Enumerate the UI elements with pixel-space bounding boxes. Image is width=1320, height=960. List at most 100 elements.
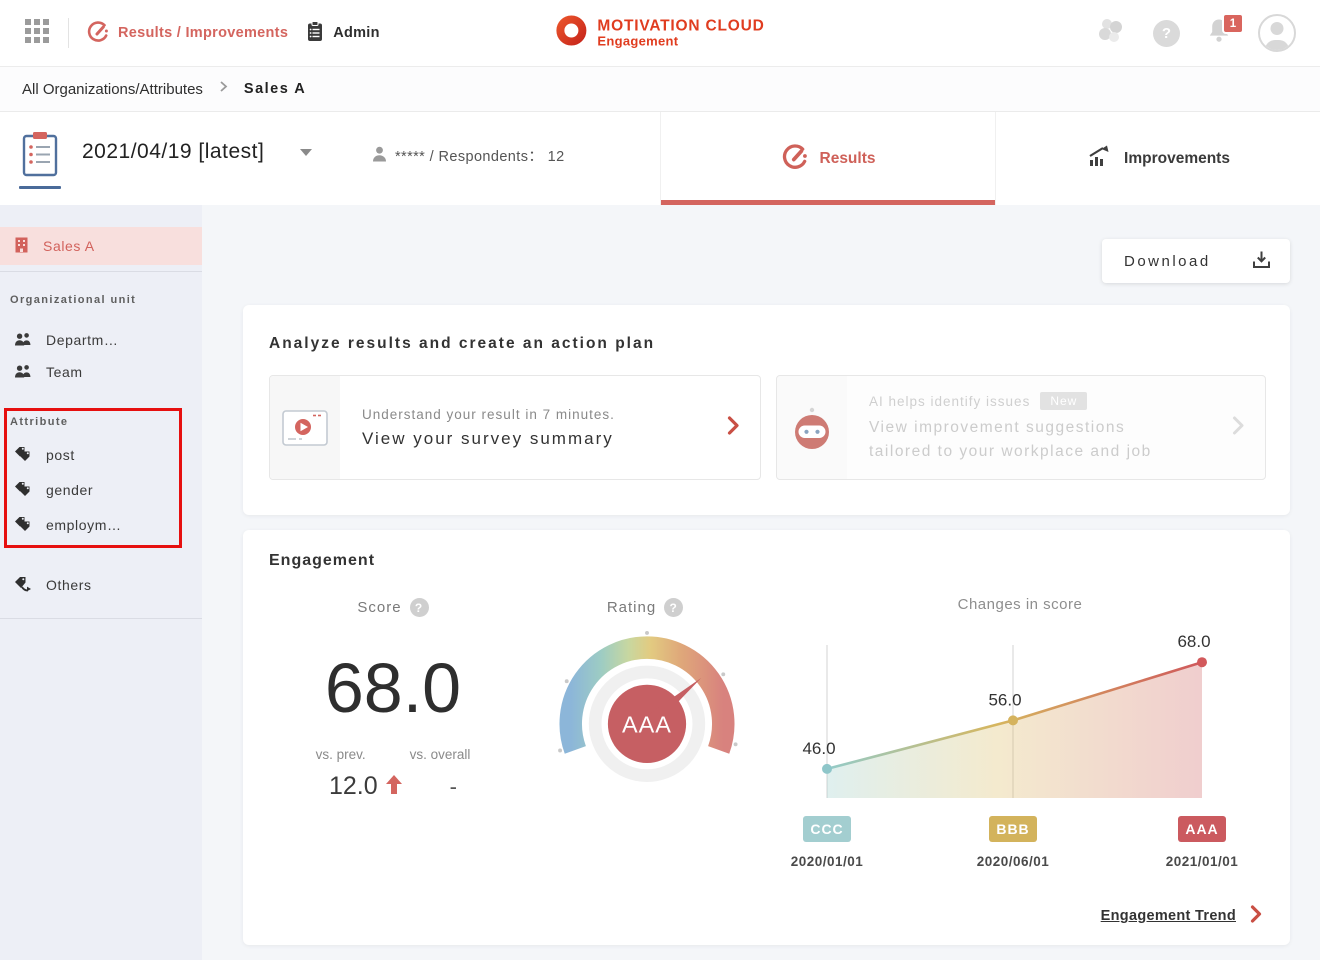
avatar-body <box>1265 40 1289 50</box>
brand-subtitle: Engagement <box>597 33 679 49</box>
building-icon <box>14 237 29 256</box>
chevron-down-icon <box>300 148 313 156</box>
chevron-right-icon <box>219 80 228 98</box>
respondents-info: ***** / Respondents： 12 <box>372 145 565 166</box>
people-icon <box>14 332 32 349</box>
tab-improvements[interactable]: Improvements <box>995 112 1320 205</box>
sidebar-divider <box>0 271 202 272</box>
sidebar-item-gender[interactable]: gender <box>0 473 202 507</box>
org-unit-section-label: Organizational unit <box>10 294 137 306</box>
integrations-cluster-icon[interactable] <box>1095 15 1127 52</box>
attribute-section-label: Attribute <box>10 416 69 428</box>
new-badge: New <box>1040 392 1088 411</box>
changes-in-score-chart: Changes in score 46.0 56.0 68.0 CCC 2020/01… <box>791 596 1290 894</box>
chevron-right-icon <box>1250 905 1262 927</box>
vs-overall-value: - <box>449 773 457 799</box>
rating-badge: CCC <box>803 816 851 842</box>
svg-text:68.0: 68.0 <box>1177 632 1210 651</box>
banner-title: View your survey summary <box>362 428 614 448</box>
header-divider <box>68 18 69 48</box>
breadcrumb: All Organizations/Attributes Sales A <box>0 67 1320 112</box>
sidebar-item-department[interactable]: Departm… <box>0 323 202 357</box>
brand-logo: MOTIVATION CLOUD Engagement <box>555 15 764 52</box>
survey-date-selector[interactable]: 2021/04/19 [latest] <box>82 140 313 164</box>
analyze-heading: Analyze results and create an action pla… <box>269 335 656 352</box>
survey-date-label: 2021/04/19 [latest] <box>82 140 265 163</box>
survey-clipboard-icon[interactable] <box>22 131 58 182</box>
active-tab-underline <box>661 200 996 205</box>
chart-date-label: 2021/01/01 <box>1165 854 1239 869</box>
nav-results-improvements[interactable]: Results / Improvements <box>87 20 288 46</box>
sidebar-item-sales-a[interactable]: Sales A <box>0 227 202 265</box>
chart-date-label: 2020/01/01 <box>790 854 864 869</box>
svg-text:56.0: 56.0 <box>988 690 1021 709</box>
vs-overall-label: vs. overall <box>409 747 471 762</box>
vs-prev-label: vs. prev. <box>315 747 366 762</box>
gauge-icon <box>87 20 109 46</box>
banner-title: View improvement suggestions tailored to… <box>869 419 1152 460</box>
engagement-trend-link[interactable]: Engagement Trend <box>1101 905 1262 927</box>
survey-summary-banner[interactable]: Understand your result in 7 minutes. Vie… <box>269 375 761 480</box>
notification-badge: 1 <box>1222 13 1244 34</box>
nav-admin-label: Admin <box>333 25 380 41</box>
app-header: Results / Improvements Admin <box>0 0 1320 67</box>
tab-improvements-label: Improvements <box>1124 149 1230 167</box>
apps-grid-icon[interactable] <box>24 18 50 49</box>
rating-gauge: AAA <box>558 630 738 783</box>
robot-icon <box>777 376 847 479</box>
download-button[interactable]: Download <box>1102 239 1290 283</box>
chart-title: Changes in score <box>957 596 1083 613</box>
sidebar: Sales A Organizational unit Departm… Tea <box>0 205 202 960</box>
help-icon[interactable]: ? <box>1153 19 1180 47</box>
tab-results[interactable]: Results <box>660 112 996 205</box>
chevron-right-icon <box>1232 415 1245 440</box>
people-icon <box>14 364 32 381</box>
survey-tab-indicator <box>19 186 61 189</box>
sidebar-item-label: gender <box>46 482 94 498</box>
sidebar-item-label: employm… <box>46 517 122 533</box>
download-button-label: Download <box>1124 252 1211 270</box>
breadcrumb-current: Sales A <box>243 81 307 97</box>
chart-date-label: 2020/06/01 <box>976 854 1050 869</box>
nav-results-label: Results / Improvements <box>118 25 289 41</box>
sidebar-item-label: Departm… <box>46 332 119 348</box>
engagement-trend-label: Engagement Trend <box>1100 908 1236 924</box>
notifications-bell[interactable]: 1 <box>1206 13 1244 49</box>
avatar-head <box>1270 22 1284 35</box>
banner-subtitle: AI helps identify issues <box>869 393 1031 409</box>
chevron-right-icon <box>727 415 740 440</box>
sidebar-item-team[interactable]: Team <box>0 355 202 389</box>
download-icon <box>1251 249 1272 274</box>
tag-arrow-icon <box>14 576 32 595</box>
nav-admin[interactable]: Admin <box>306 20 380 46</box>
rating-label: Rating <box>606 599 657 616</box>
rating-badge: BBB <box>989 816 1037 842</box>
banner-subtitle: Understand your result in 7 minutes. <box>362 406 615 422</box>
rating-value: AAA <box>622 712 672 738</box>
score-help-icon[interactable]: ? <box>409 598 429 617</box>
brand-title: MOTIVATION CLOUD <box>597 17 765 34</box>
trend-chart-icon <box>1086 144 1112 173</box>
respondents-label: ***** / Respondents： 12 <box>395 149 565 165</box>
score-value: 68.0 <box>324 649 462 727</box>
engagement-card: Engagement Score ? 68.0 vs. prev. vs. ov… <box>243 530 1290 945</box>
main-panel: Download Analyze results and create an a… <box>202 205 1320 960</box>
content-area: Sales A Organizational unit Departm… Tea <box>0 205 1320 960</box>
score-label: Score <box>357 599 402 616</box>
ai-suggestions-banner[interactable]: AI helps identify issues New View improv… <box>776 375 1266 480</box>
sidebar-item-others[interactable]: Others <box>0 568 202 602</box>
sidebar-item-employment[interactable]: employm… <box>0 508 202 542</box>
rating-help-icon[interactable]: ? <box>664 598 684 617</box>
sidebar-item-label: Sales A <box>43 238 95 254</box>
sidebar-item-post[interactable]: post <box>0 438 202 472</box>
video-icon <box>270 376 340 479</box>
engagement-heading: Engagement <box>269 552 376 569</box>
svg-text:46.0: 46.0 <box>802 739 835 758</box>
analyze-card: Analyze results and create an action pla… <box>243 305 1290 515</box>
breadcrumb-root[interactable]: All Organizations/Attributes <box>22 80 203 98</box>
rating-block: Rating ? <box>545 598 745 810</box>
arrow-up-icon <box>385 772 402 801</box>
user-avatar[interactable] <box>1258 14 1296 52</box>
tags-icon <box>14 446 32 465</box>
